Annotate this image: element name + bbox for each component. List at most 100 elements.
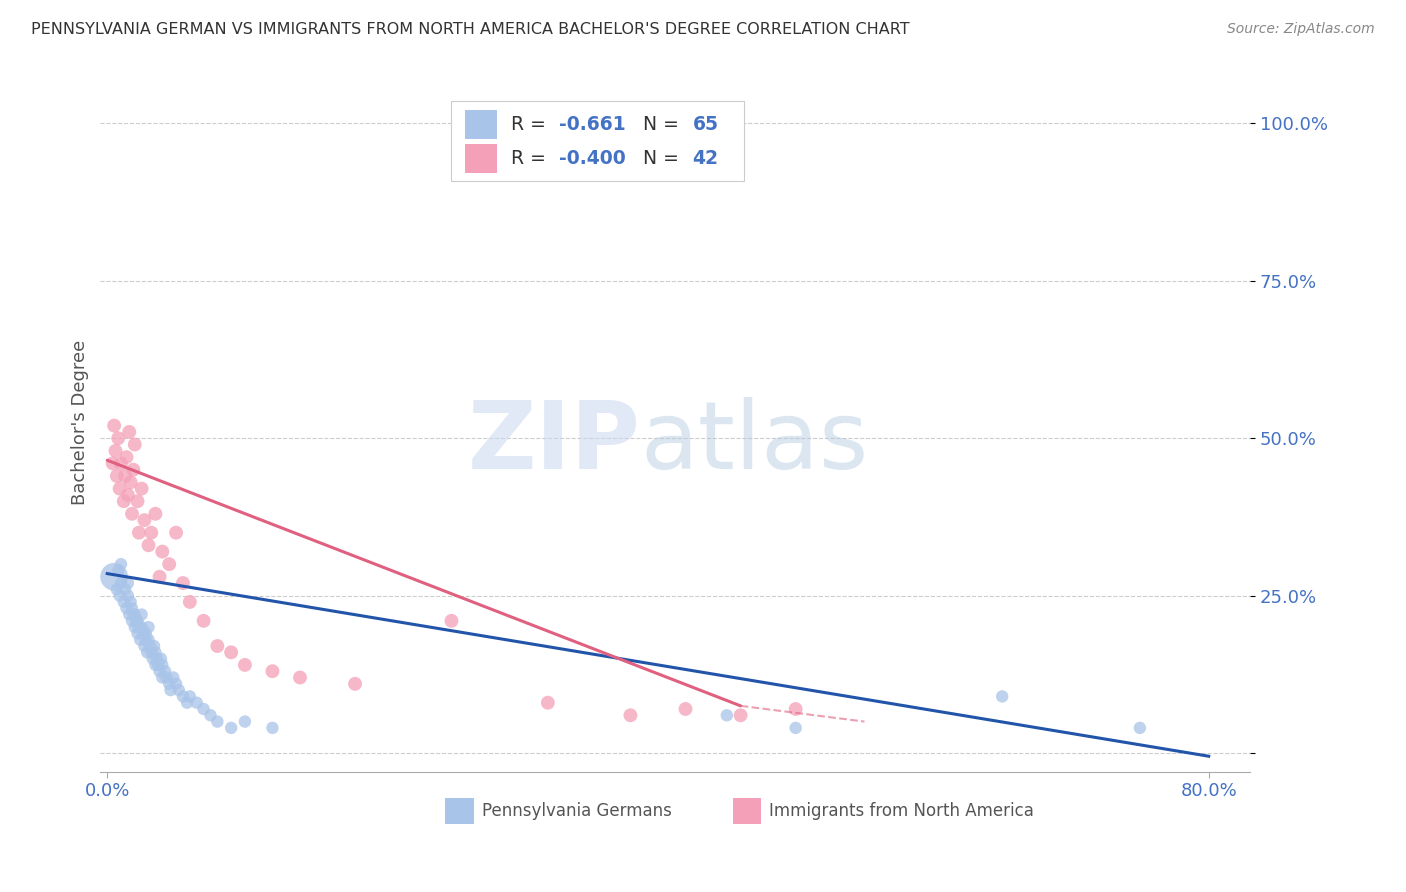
Point — [118, 607, 141, 622]
Point — [153, 664, 176, 678]
Point — [121, 507, 143, 521]
Point — [138, 632, 160, 647]
Point — [141, 525, 163, 540]
Point — [344, 677, 367, 691]
Point — [233, 657, 256, 672]
Point — [108, 482, 131, 496]
Point — [145, 507, 167, 521]
Point — [262, 721, 284, 735]
Point — [148, 657, 170, 672]
Point — [127, 494, 149, 508]
Point — [233, 714, 256, 729]
Point — [110, 557, 132, 571]
Point — [150, 544, 173, 558]
Point — [148, 664, 170, 678]
Point — [132, 626, 155, 640]
Text: Pennsylvania Germans: Pennsylvania Germans — [482, 802, 672, 820]
Point — [120, 595, 142, 609]
Text: atlas: atlas — [641, 398, 869, 490]
Point — [117, 589, 139, 603]
Point — [141, 645, 163, 659]
Point — [115, 601, 138, 615]
Point — [128, 620, 150, 634]
Point — [675, 702, 697, 716]
Point — [145, 645, 167, 659]
Point — [108, 589, 131, 603]
Point — [262, 664, 284, 678]
Point — [1129, 721, 1152, 735]
Point — [134, 639, 156, 653]
Point — [179, 595, 201, 609]
Point — [107, 564, 129, 578]
Text: R =: R = — [510, 115, 551, 134]
Point — [716, 708, 738, 723]
Point — [112, 494, 135, 508]
Point — [785, 702, 807, 716]
Point — [134, 513, 156, 527]
Point — [150, 657, 173, 672]
Text: ZIP: ZIP — [468, 398, 641, 490]
Point — [121, 614, 143, 628]
Point — [440, 614, 463, 628]
Point — [785, 721, 807, 735]
Point — [991, 690, 1014, 704]
Point — [115, 450, 138, 464]
Point — [131, 620, 153, 634]
Point — [105, 582, 128, 597]
Point — [162, 671, 184, 685]
Point — [148, 570, 170, 584]
Point — [105, 469, 128, 483]
Bar — [465, 144, 496, 173]
Point — [129, 632, 152, 647]
Point — [131, 482, 153, 496]
Point — [117, 488, 139, 502]
Point — [120, 475, 142, 490]
Point — [186, 696, 208, 710]
Point — [135, 632, 157, 647]
Point — [127, 614, 149, 628]
Point — [121, 601, 143, 615]
Point — [107, 431, 129, 445]
Point — [219, 721, 242, 735]
Text: PENNSYLVANIA GERMAN VS IMMIGRANTS FROM NORTH AMERICA BACHELOR'S DEGREE CORRELATI: PENNSYLVANIA GERMAN VS IMMIGRANTS FROM N… — [31, 22, 910, 37]
Point — [103, 570, 125, 584]
Point — [101, 457, 124, 471]
Point — [179, 690, 201, 704]
Text: Immigrants from North America: Immigrants from North America — [769, 802, 1035, 820]
Point — [155, 671, 177, 685]
Point — [114, 469, 136, 483]
Point — [172, 690, 194, 704]
Point — [149, 651, 172, 665]
Point — [125, 614, 148, 628]
Point — [157, 677, 180, 691]
Point — [207, 714, 229, 729]
Point — [118, 425, 141, 439]
Text: N =: N = — [631, 149, 685, 168]
Point — [167, 683, 190, 698]
Point — [128, 525, 150, 540]
Point — [131, 607, 153, 622]
Point — [110, 576, 132, 591]
Bar — [733, 797, 762, 824]
Point — [135, 626, 157, 640]
Text: N =: N = — [631, 115, 685, 134]
Text: Source: ZipAtlas.com: Source: ZipAtlas.com — [1227, 22, 1375, 37]
Point — [138, 538, 160, 552]
Point — [165, 525, 187, 540]
Point — [136, 645, 159, 659]
Point — [193, 614, 215, 628]
Point — [193, 702, 215, 716]
Point — [143, 639, 166, 653]
Point — [124, 607, 146, 622]
Point — [176, 696, 198, 710]
Text: -0.400: -0.400 — [560, 149, 626, 168]
Point — [619, 708, 641, 723]
Point — [145, 657, 167, 672]
Point — [117, 576, 139, 591]
FancyBboxPatch shape — [451, 101, 744, 181]
Point — [110, 457, 132, 471]
Point — [165, 677, 187, 691]
Point — [172, 576, 194, 591]
Point — [200, 708, 222, 723]
Text: 65: 65 — [692, 115, 718, 134]
